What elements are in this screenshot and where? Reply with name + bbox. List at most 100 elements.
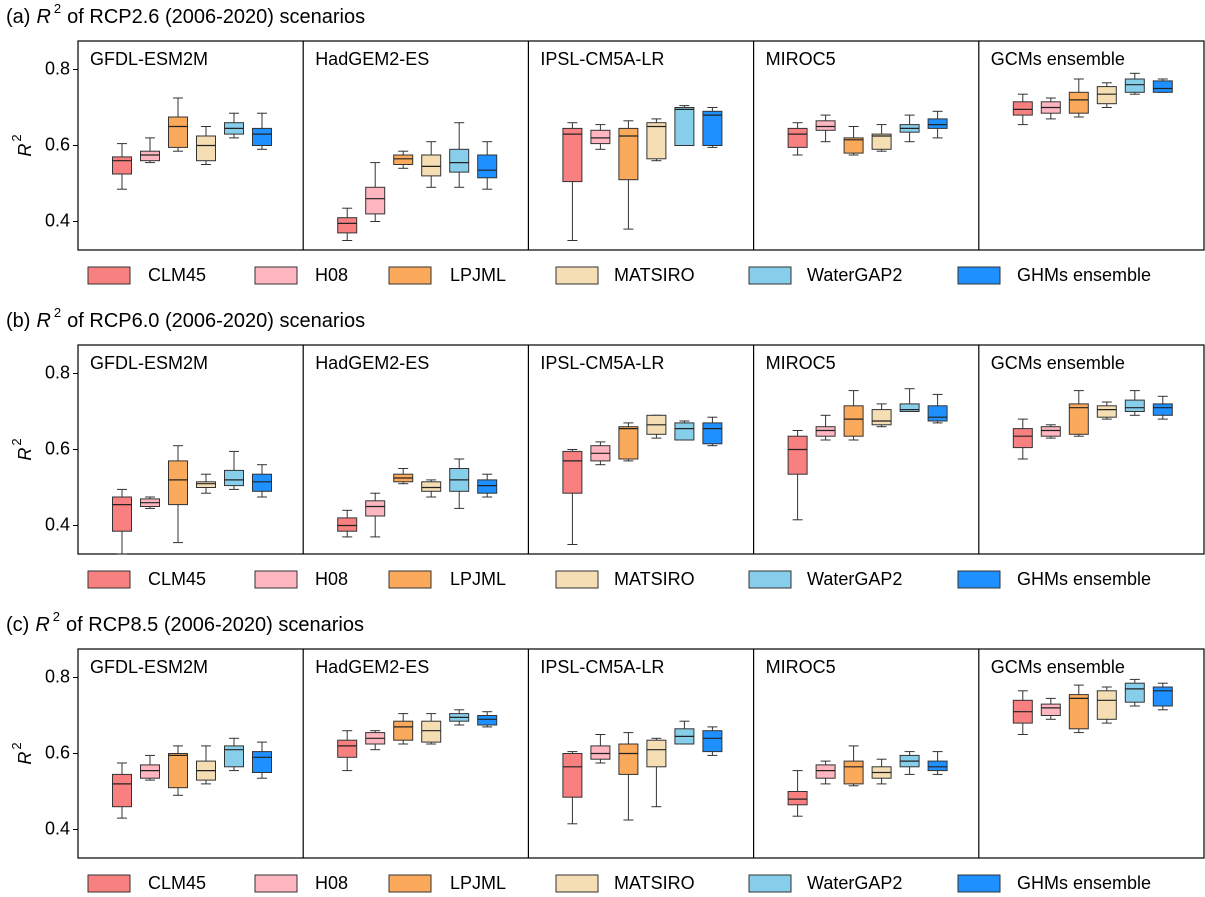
box xyxy=(618,127,639,181)
box xyxy=(815,120,836,131)
panel-title: MIROC5 xyxy=(766,49,836,69)
title-text: of RCP8.5 (2006-2020) scenarios xyxy=(66,614,364,636)
box xyxy=(702,730,723,753)
box xyxy=(196,481,216,488)
box xyxy=(702,110,723,147)
box xyxy=(927,405,948,422)
panel-title: IPSL-CM5A-LR xyxy=(540,657,664,677)
box xyxy=(1012,428,1033,449)
legend-swatch xyxy=(87,874,131,893)
box xyxy=(252,473,272,492)
box xyxy=(224,745,244,768)
plot-frame xyxy=(77,40,1205,251)
panel-title: GFDL-ESM2M xyxy=(90,353,208,373)
chart-title: (b) R 2 of RCP6.0 (2006-2020) scenarios xyxy=(6,305,365,332)
box xyxy=(421,720,442,743)
box xyxy=(787,435,808,475)
box xyxy=(927,118,948,129)
box xyxy=(1040,426,1061,437)
box xyxy=(590,745,611,760)
box xyxy=(112,773,132,808)
box xyxy=(674,107,695,146)
legend-label: H08 xyxy=(315,873,348,893)
legend-swatch xyxy=(388,570,432,589)
box xyxy=(224,469,244,487)
box xyxy=(477,715,498,726)
box xyxy=(393,154,414,165)
legend-label: H08 xyxy=(315,569,348,589)
plot-frame xyxy=(77,648,1205,859)
box xyxy=(674,422,695,441)
title-label: (c) xyxy=(6,614,29,636)
legend-label: H08 xyxy=(315,265,348,285)
legend-label: LPJML xyxy=(450,569,506,589)
box xyxy=(1068,694,1089,730)
legend-swatch xyxy=(254,266,298,285)
box xyxy=(646,122,667,160)
y-tick-label: 0.4 xyxy=(45,818,70,838)
title-label: (a) xyxy=(6,6,30,28)
legend-label: GHMs ensemble xyxy=(1017,873,1151,893)
box xyxy=(365,500,386,517)
panel-title: MIROC5 xyxy=(766,657,836,677)
chart-row: (c) R 2 of RCP8.5 (2006-2020) scenariosR20.… xyxy=(6,609,1205,893)
legend-swatch xyxy=(388,266,432,285)
legend-label: CLM45 xyxy=(148,873,206,893)
legend-swatch xyxy=(748,266,792,285)
legend-label: LPJML xyxy=(450,265,506,285)
legend-swatch xyxy=(748,570,792,589)
box xyxy=(140,150,160,162)
legend-label: MATSIRO xyxy=(614,873,695,893)
y-label-symbol: R xyxy=(15,752,35,765)
box xyxy=(1068,403,1089,435)
title-superscript: 2 xyxy=(54,1,61,16)
chart-title: (c) R 2 of RCP8.5 (2006-2020) scenarios xyxy=(6,609,364,636)
legend-swatch xyxy=(87,266,131,285)
box xyxy=(562,450,583,494)
box xyxy=(337,517,358,532)
box xyxy=(393,720,414,741)
box xyxy=(1152,403,1173,416)
y-label-symbol: R xyxy=(15,448,35,461)
legend-swatch xyxy=(254,874,298,893)
legend-swatch xyxy=(957,874,1001,893)
box xyxy=(871,409,892,426)
box xyxy=(702,422,723,445)
panel-title: IPSL-CM5A-LR xyxy=(540,49,664,69)
box xyxy=(787,791,808,806)
box xyxy=(1068,91,1089,114)
box xyxy=(112,496,132,532)
panel-title: GFDL-ESM2M xyxy=(90,657,208,677)
title-text: of RCP2.6 (2006-2020) scenarios xyxy=(67,6,365,28)
title-text: of RCP6.0 (2006-2020) scenarios xyxy=(67,310,365,332)
panel-title: GCMs ensemble xyxy=(991,49,1125,69)
legend-swatch xyxy=(254,570,298,589)
legend-label: CLM45 xyxy=(148,265,206,285)
y-tick-label: 0.4 xyxy=(45,210,70,230)
panel-title: HadGEM2-ES xyxy=(315,657,429,677)
legend-label: CLM45 xyxy=(148,569,206,589)
title-superscript: 2 xyxy=(53,609,60,624)
box xyxy=(1124,682,1145,703)
box xyxy=(562,753,583,798)
legend-swatch xyxy=(555,570,599,589)
box xyxy=(449,148,470,173)
chart-title: (a) R 2 of RCP2.6 (2006-2020) scenarios xyxy=(6,1,365,28)
legend-swatch xyxy=(555,874,599,893)
box xyxy=(843,760,864,785)
chart-row: (b) R 2 of RCP6.0 (2006-2020) scenariosR20.… xyxy=(6,305,1205,589)
box xyxy=(1152,80,1173,93)
box xyxy=(421,154,442,177)
panel-title: HadGEM2-ES xyxy=(315,353,429,373)
box xyxy=(168,460,188,506)
box xyxy=(112,156,132,175)
box xyxy=(843,137,864,154)
box xyxy=(477,479,498,494)
plot-frame xyxy=(77,344,1205,555)
box xyxy=(646,739,667,768)
y-tick-label: 0.8 xyxy=(45,666,70,686)
box xyxy=(618,743,639,775)
title-superscript: 2 xyxy=(54,305,61,320)
box xyxy=(1124,399,1145,413)
